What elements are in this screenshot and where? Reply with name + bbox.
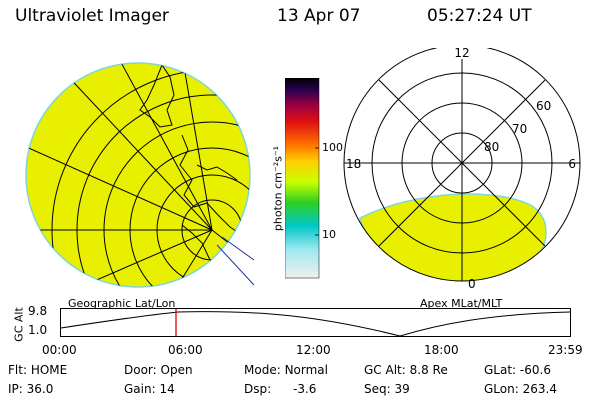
lon-line xyxy=(181,63,213,231)
geo-image-disk xyxy=(25,62,251,288)
altitude-ylabel: GC Alt xyxy=(12,307,26,342)
lon-line xyxy=(61,69,213,231)
status-glat: GLat: -60.6 xyxy=(484,363,551,377)
mlt-line-diag xyxy=(378,79,546,247)
colorbar-tick-10: 10 xyxy=(322,228,336,241)
geographic-panel xyxy=(25,62,255,288)
status-ip: IP: 36.0 xyxy=(8,382,54,396)
colorbar xyxy=(285,78,320,279)
lon-line xyxy=(116,63,213,231)
lon-line xyxy=(26,144,213,231)
mlt-label-18: 18 xyxy=(346,157,361,171)
colorbar-tick-100: 100 xyxy=(322,141,343,154)
altitude-curve xyxy=(60,311,571,337)
apex-label: Apex MLat/MLT xyxy=(420,297,503,310)
altitude-plot-frame xyxy=(60,308,571,337)
time-label: 05:27:24 UT xyxy=(427,6,532,26)
mlt-label-0: 0 xyxy=(468,277,476,291)
x-tick-2359: 23:59 xyxy=(548,343,583,357)
terminator-line xyxy=(216,244,255,286)
date-label: 13 Apr 07 xyxy=(277,6,361,26)
status-gc-alt: GC Alt: 8.8 Re xyxy=(364,363,448,377)
geographic-label: Geographic Lat/Lon xyxy=(68,297,176,310)
x-tick-0000: 00:00 xyxy=(42,343,77,357)
lat-label-60: 60 xyxy=(536,99,551,113)
coastline xyxy=(179,134,243,236)
instrument-title: Ultraviolet Imager xyxy=(15,6,169,26)
polar-panel: 12 18 6 0 60 70 80 xyxy=(343,48,581,291)
aurora-oval xyxy=(359,193,547,281)
terminator-line xyxy=(221,236,255,261)
x-tick-1800: 18:00 xyxy=(424,343,459,357)
coastline xyxy=(139,63,175,128)
altitude-plot xyxy=(60,308,571,337)
status-mode: Mode: Normal xyxy=(244,363,328,377)
lat-label-80: 80 xyxy=(484,140,499,154)
status-gain: Gain: 14 xyxy=(124,382,175,396)
y-tick-1-0: 1.0 xyxy=(28,323,48,337)
colorbar-scale xyxy=(285,78,320,279)
x-tick-0600: 06:00 xyxy=(168,343,203,357)
mlt-label-6: 6 xyxy=(568,157,576,171)
y-tick-9-8: 9.8 xyxy=(28,304,48,318)
colorbar-unit-label: photon cm⁻²s⁻¹ xyxy=(271,145,285,232)
coastline xyxy=(196,164,238,181)
lat-label-70: 70 xyxy=(512,122,527,136)
status-seq: Seq: 39 xyxy=(364,382,410,396)
status-dsp: Dsp: -3.6 xyxy=(244,382,317,396)
mlt-label-12: 12 xyxy=(454,48,469,60)
x-tick-1200: 12:00 xyxy=(296,343,331,357)
status-flt: Flt: HOME xyxy=(8,363,68,377)
status-door: Door: Open xyxy=(124,363,193,377)
status-glon: GLon: 263.4 xyxy=(484,382,557,396)
